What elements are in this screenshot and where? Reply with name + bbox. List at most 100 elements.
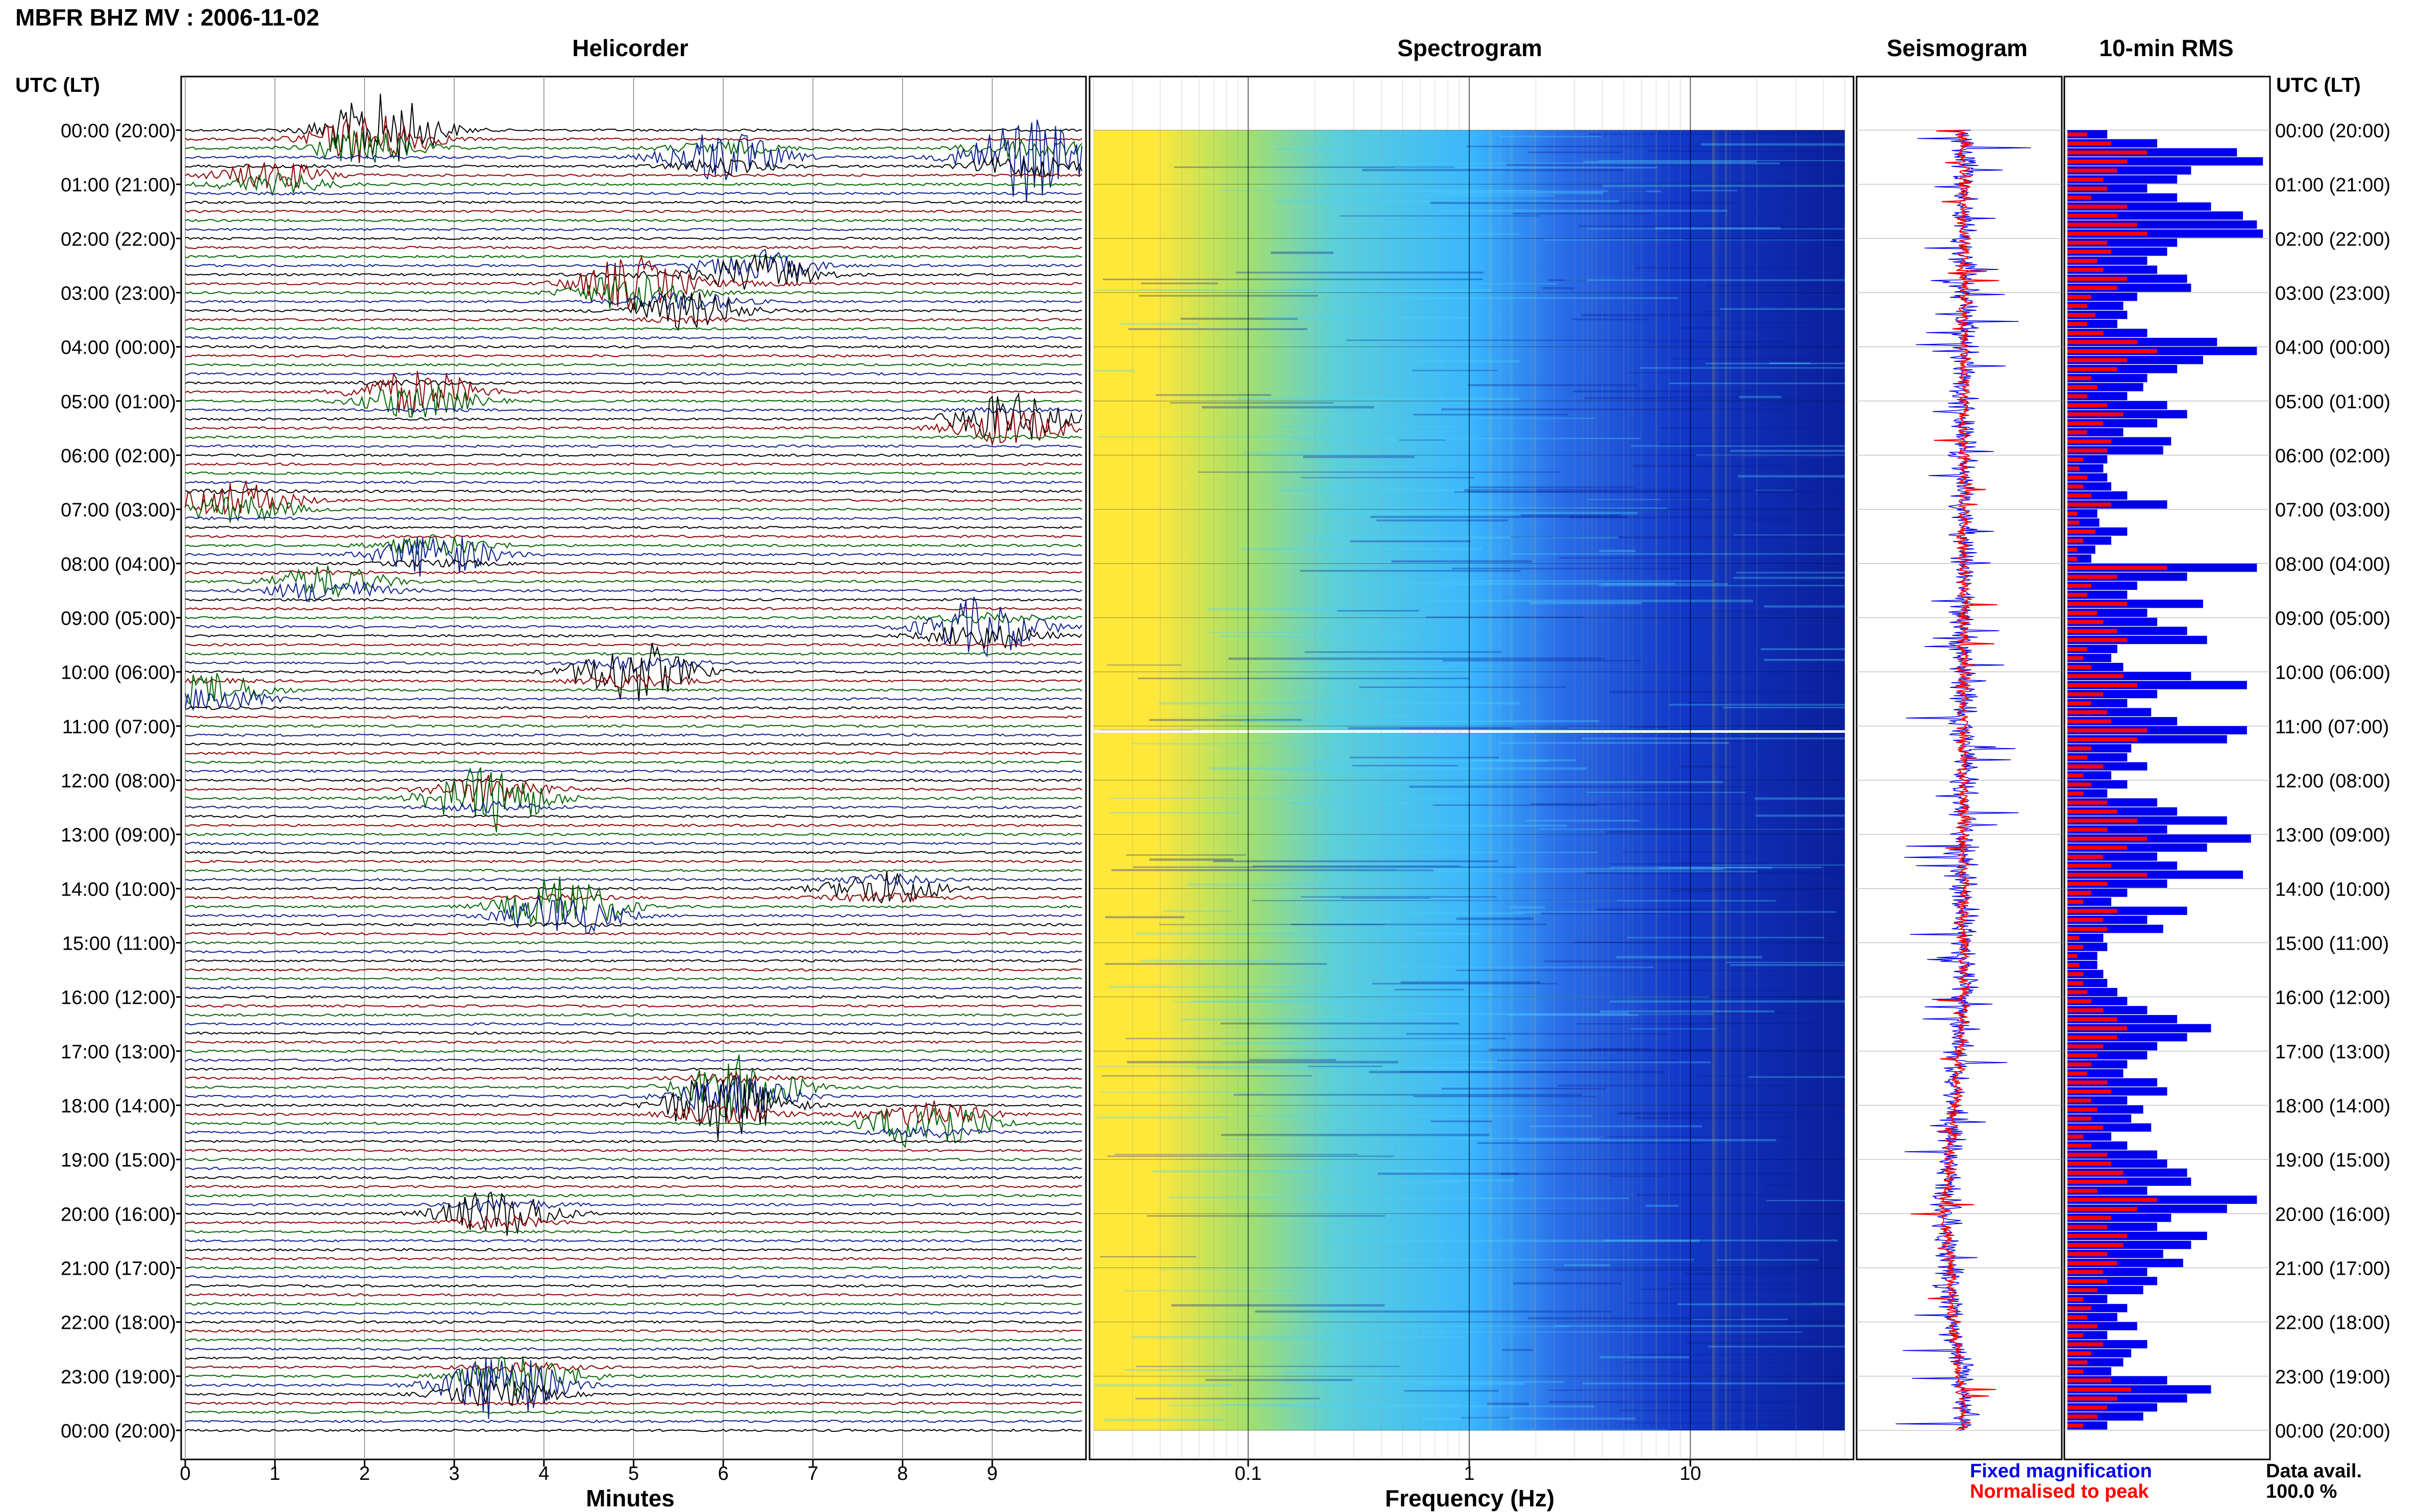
time-label-left: 18:00 (14:00) (61, 1096, 176, 1117)
spectrogram-streak (1309, 763, 1366, 765)
spectrogram-streak (1631, 1028, 1716, 1030)
rms-bar-normalised (2067, 493, 2091, 498)
rms-bar-normalised (2067, 719, 2111, 724)
data-avail-value: 100.0 % (2266, 1481, 2337, 1502)
rms-bar-normalised (2067, 1026, 2128, 1031)
spectrogram-streak (1640, 367, 1845, 369)
spectrogram-streak (1725, 961, 1845, 963)
spectrogram-streak (1239, 398, 1520, 401)
spectrogram-streak (1221, 1133, 1490, 1136)
helicorder-x-tick-label: 0 (180, 1463, 190, 1484)
spectrogram-streak (1097, 436, 1336, 438)
rms-bar-normalised (2067, 1171, 2124, 1175)
rms-bar-normalised (2067, 1252, 2108, 1256)
spectrogram-band (1582, 130, 1584, 1430)
rms-bar-normalised (2067, 1161, 2111, 1166)
seismogram-fixed-trace (1895, 130, 2031, 1431)
spectrogram-streak (1598, 160, 1845, 161)
spectrogram-streak (1672, 358, 1845, 360)
spectrogram-streak (1126, 854, 1246, 856)
helicorder-trace (185, 814, 1082, 819)
spectrogram-streak (1677, 862, 1719, 864)
helicorder-trace (185, 434, 1082, 440)
helicorder-trace (185, 869, 1082, 873)
spectrogram-streak (1120, 323, 1198, 325)
helicorder-trace (185, 237, 1082, 240)
spectrogram-streak (1451, 1137, 1600, 1140)
rms-bar-normalised (2067, 846, 2128, 850)
spectrogram-streak (1279, 1405, 1594, 1407)
rms-bar-normalised (2067, 1089, 2111, 1094)
spectrogram-streak (1376, 519, 1508, 522)
x-axis-ticks: 0 1 2 3 4 5 6 7 8 9 0.1 1 10 (180, 1459, 1701, 1484)
helicorder-trace (185, 873, 1082, 886)
spectrogram-streak (1524, 912, 1737, 914)
spectrogram-streak (1339, 215, 1541, 217)
spectrogram-streak (1220, 1022, 1460, 1025)
helicorder-trace (185, 254, 1082, 259)
spectrogram-streak (1514, 911, 1836, 913)
spectrogram-streak (1622, 1361, 1845, 1363)
spectrogram-streak (1697, 1075, 1845, 1077)
rms-bar-normalised (2067, 963, 2080, 968)
spectrogram-streak (1282, 1371, 1331, 1374)
helicorder-trace (185, 1184, 1082, 1188)
spectrogram-streak (1141, 282, 1218, 285)
spectrogram-streak (1107, 1155, 1394, 1157)
spectrogram-streak (1477, 283, 1557, 285)
helicorder-trace (185, 941, 1082, 945)
spectrogram-streak (1685, 239, 1845, 240)
helicorder-trace (185, 496, 1082, 523)
spectrogram-streak (1655, 227, 1781, 230)
helicorder-trace (185, 1356, 1082, 1360)
spectrogram-streak (1207, 608, 1357, 610)
spectrogram-streak (1733, 534, 1845, 536)
time-label-right: 00:00 (20:00) (2275, 120, 2390, 142)
spectrogram-streak (1469, 486, 1634, 488)
helicorder-trace (185, 995, 1082, 999)
spectrogram-streak (1392, 170, 1507, 172)
spectrogram-panel (1089, 76, 1855, 1460)
helicorder-trace (185, 210, 1082, 213)
spectrogram-streak (1610, 866, 1822, 869)
spectrogram-streak (1748, 518, 1845, 522)
spectrogram-streak (1314, 190, 1661, 192)
spectrogram-streak (1768, 872, 1845, 874)
helicorder-trace (185, 832, 1082, 836)
helicorder-trace (185, 569, 1082, 576)
spectrogram-streak (1658, 866, 1772, 869)
helicorder-trace (185, 652, 1082, 656)
spectrogram-streak (1303, 536, 1618, 539)
spectrogram-streak (1138, 677, 1470, 679)
spectrogram-band (1717, 130, 1719, 1430)
time-label-right: 18:00 (14:00) (2275, 1096, 2390, 1117)
helicorder-trace (185, 201, 1082, 204)
time-label-left: 08:00 (04:00) (61, 554, 176, 575)
spectrogram-streak (1141, 959, 1275, 962)
spectrogram-streak (1213, 860, 1498, 862)
helicorder-trace (185, 1239, 1082, 1243)
spectrogram-streak (1406, 1033, 1670, 1035)
spectrogram-streak (1759, 491, 1845, 494)
spectrogram-band (1725, 130, 1727, 1430)
time-label-right: 19:00 (15:00) (2275, 1150, 2390, 1171)
helicorder-trace (185, 715, 1082, 719)
rms-bar-normalised (2067, 692, 2104, 697)
spectrogram-streak (1348, 727, 1514, 730)
time-label-right: 13:00 (09:00) (2275, 825, 2390, 846)
spectrogram-streak (1691, 190, 1738, 191)
spectrogram-streak (1667, 1283, 1845, 1285)
spectrogram-streak (1619, 1409, 1793, 1411)
rms-bar-normalised (2067, 204, 2128, 209)
rms-panel (2063, 76, 2271, 1460)
helicorder-trace (185, 354, 1082, 358)
rms-bar-normalised (2067, 1423, 2084, 1428)
spectrogram-streak (1701, 143, 1845, 146)
rms-bar-normalised (2067, 565, 2167, 570)
spectrogram-streak (1766, 1200, 1845, 1201)
spectrogram-streak (1426, 600, 1753, 603)
spectrogram-streak (1559, 557, 1710, 559)
spectrogram-streak (1337, 610, 1420, 612)
rms-bar-normalised (2067, 240, 2108, 245)
rms-bar-normalised (2067, 538, 2084, 543)
